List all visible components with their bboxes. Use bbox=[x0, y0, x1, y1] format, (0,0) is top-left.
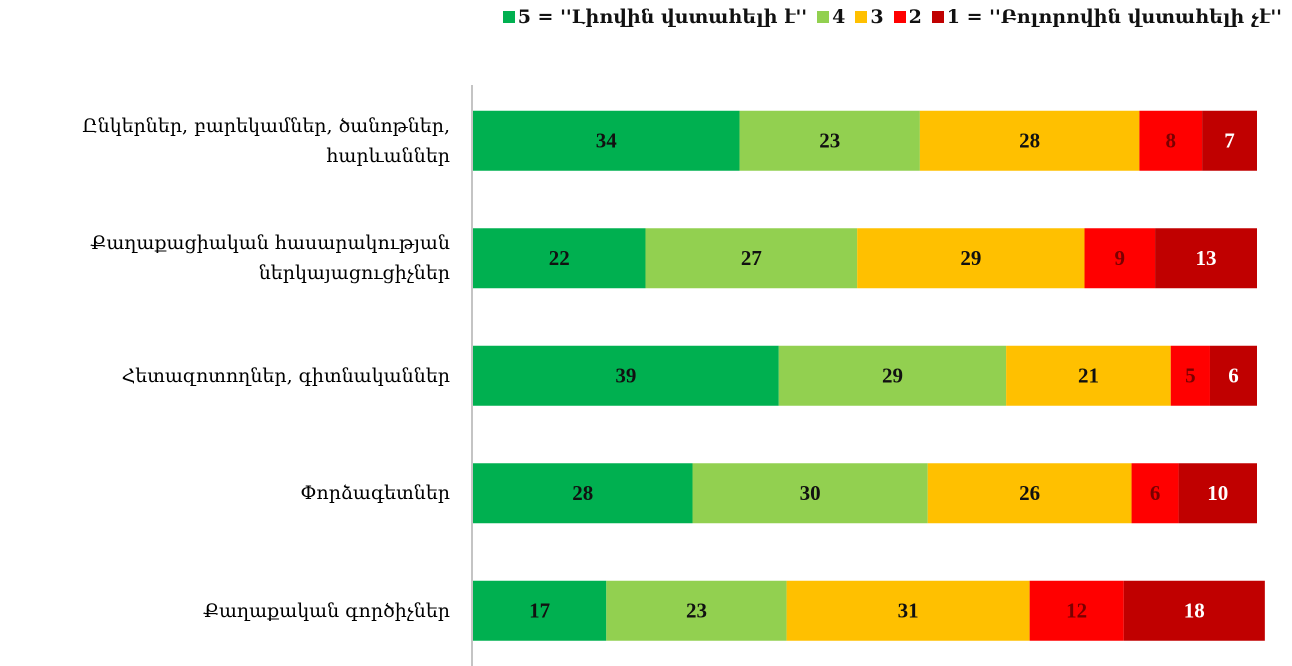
bar-segment bbox=[927, 463, 1132, 524]
bar-segment bbox=[645, 228, 858, 289]
legend-item: 2 bbox=[893, 6, 922, 28]
bar-segment bbox=[473, 345, 779, 406]
data-label: 27 bbox=[741, 246, 762, 270]
data-label: 28 bbox=[572, 481, 593, 505]
data-label: 22 bbox=[549, 246, 570, 270]
data-label: 29 bbox=[960, 246, 981, 270]
legend-item: 1 = ''Բոլորովին վստահելի չէ'' bbox=[931, 6, 1282, 28]
bar-segment bbox=[606, 580, 787, 641]
bar-segment bbox=[1084, 228, 1156, 289]
data-label: 7 bbox=[1224, 129, 1235, 153]
category-label: Ընկերներ, բարեկամներ, ծանոթներ, հարևաննե… bbox=[82, 114, 450, 167]
data-label: 31 bbox=[898, 599, 919, 623]
bar-segment bbox=[778, 345, 1007, 406]
bar-segment bbox=[1139, 110, 1203, 171]
bar-segment bbox=[692, 463, 928, 524]
bar-segment bbox=[1155, 228, 1257, 289]
data-label: 10 bbox=[1207, 481, 1228, 505]
data-label: 5 bbox=[1185, 364, 1196, 388]
data-label: 8 bbox=[1166, 129, 1177, 153]
legend-item: 3 bbox=[855, 6, 884, 28]
category-label: Քաղաքացիական հասարակության ներկայացուցիչ… bbox=[90, 232, 450, 285]
data-label: 26 bbox=[1019, 481, 1040, 505]
legend-swatch bbox=[502, 11, 515, 23]
bar-segment bbox=[473, 110, 740, 171]
legend-label: 3 bbox=[870, 6, 884, 28]
legend: 5 = ''Լիովին վստահելի է'' 4 3 2 1 = ''Բոլորո… bbox=[502, 6, 1282, 28]
bar-segment bbox=[1202, 110, 1257, 171]
data-label: 23 bbox=[686, 599, 707, 623]
data-label: 34 bbox=[596, 129, 618, 153]
legend-label: 1 = ''Բոլորովին վստահելի չէ'' bbox=[946, 6, 1282, 28]
bar-segment bbox=[473, 580, 607, 641]
bar-segment bbox=[919, 110, 1140, 171]
legend-label: 2 bbox=[908, 6, 922, 28]
category-label: Քաղաքական գործիչներ bbox=[202, 599, 450, 622]
data-label: 21 bbox=[1078, 364, 1099, 388]
data-label: 29 bbox=[882, 364, 903, 388]
bar-segment bbox=[1123, 580, 1265, 641]
data-label: 28 bbox=[1019, 129, 1040, 153]
legend-swatch bbox=[855, 11, 868, 23]
bar-segment bbox=[1131, 463, 1179, 524]
bar-segment bbox=[739, 110, 920, 171]
bar-segment bbox=[857, 228, 1085, 289]
data-label: 17 bbox=[529, 599, 550, 623]
category-label: Փորձագետներ bbox=[300, 482, 450, 505]
bar-segment bbox=[1170, 345, 1210, 406]
legend-label: 5 = ''Լիովին վստահելի է'' bbox=[517, 6, 808, 28]
data-label: 9 bbox=[1115, 246, 1126, 270]
bar-segment bbox=[1178, 463, 1257, 524]
data-label: 30 bbox=[800, 481, 821, 505]
bar-segment bbox=[1006, 345, 1171, 406]
legend-item: 5 = ''Լիովին վստահելի է'' bbox=[502, 6, 808, 28]
data-label: 6 bbox=[1228, 364, 1239, 388]
legend-swatch bbox=[893, 11, 906, 23]
data-label: 12 bbox=[1066, 599, 1087, 623]
data-label: 23 bbox=[819, 129, 840, 153]
data-label: 39 bbox=[615, 364, 636, 388]
bar-segment bbox=[1209, 345, 1257, 406]
legend-swatch bbox=[931, 11, 944, 23]
data-label: 6 bbox=[1150, 481, 1161, 505]
bar-segment bbox=[786, 580, 1030, 641]
bar-segment bbox=[1029, 580, 1124, 641]
data-label: 18 bbox=[1184, 599, 1205, 623]
legend-label: 4 bbox=[832, 6, 846, 28]
legend-item: 4 bbox=[817, 6, 845, 28]
bar-segment bbox=[473, 228, 646, 289]
legend-swatch bbox=[817, 11, 830, 23]
data-label: 13 bbox=[1196, 246, 1217, 270]
category-label: Հետազոտողներ, գիտնականներ bbox=[121, 364, 450, 387]
bar-segment bbox=[473, 463, 693, 524]
